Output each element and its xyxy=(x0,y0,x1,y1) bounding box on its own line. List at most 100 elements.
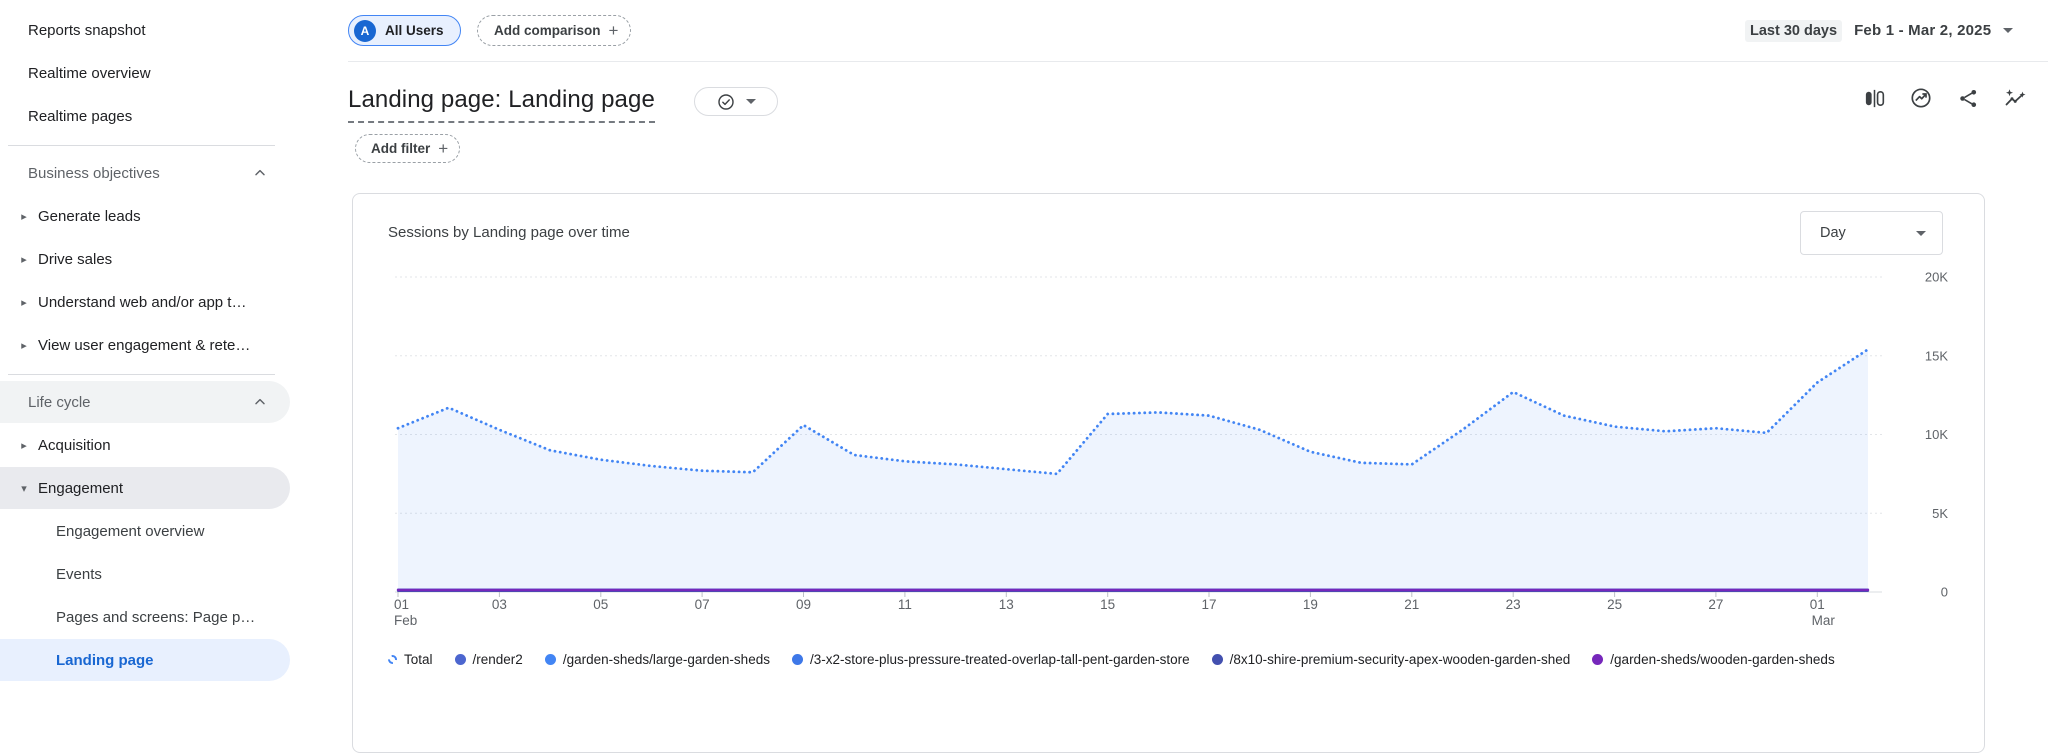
arrow-right-icon[interactable]: ▸ xyxy=(21,439,27,452)
sidebar-item-label: Engagement xyxy=(38,479,124,497)
legend-dot-icon xyxy=(1211,654,1223,665)
legend-item-total[interactable]: Total xyxy=(388,652,433,667)
legend-item-garden-sheds-large-garden-sheds[interactable]: /garden-sheds/large-garden-sheds xyxy=(544,652,770,667)
sidebar-item-label: Reports snapshot xyxy=(28,21,146,39)
plus-icon: + xyxy=(608,21,619,40)
sidebar-item-acquisition[interactable]: ▸ Acquisition xyxy=(0,424,290,466)
x-axis-month-label: Mar xyxy=(1812,613,1836,628)
sidebar-item-engagement[interactable]: ▾ Engagement xyxy=(0,467,290,509)
x-axis-label: 05 xyxy=(593,597,608,612)
sidebar-item-events[interactable]: Events xyxy=(0,553,290,595)
add-comparison-button[interactable]: Add comparison + xyxy=(477,15,632,46)
x-axis-label: 03 xyxy=(492,597,507,612)
check-circle-icon xyxy=(718,93,734,110)
sidebar-item-realtime-overview[interactable]: Realtime overview xyxy=(0,52,290,94)
sidebar-item-label: Events xyxy=(56,565,102,583)
sidebar-item-label: Acquisition xyxy=(38,436,111,454)
sidebar-item-label: Drive sales xyxy=(38,250,113,268)
sidebar-item-view-user-engagement-rete[interactable]: ▸ View user engagement & rete… xyxy=(0,324,290,366)
sidebar-item-label: Understand web and/or app t… xyxy=(38,293,247,311)
sidebar-item-label: View user engagement & rete… xyxy=(38,336,251,354)
x-axis-label: 07 xyxy=(695,597,710,612)
legend-label: /garden-sheds/wooden-garden-sheds xyxy=(1610,652,1835,667)
report-toolbar xyxy=(1862,86,2027,110)
comparison-avatar: A xyxy=(354,19,376,42)
legend-label: /8x10-shire-premium-security-apex-wooden… xyxy=(1229,652,1571,667)
all-users-comparison-chip[interactable]: A All Users xyxy=(348,15,461,46)
header-divider xyxy=(348,61,2048,62)
x-axis-label: 09 xyxy=(796,597,811,612)
x-axis-label: 23 xyxy=(1506,597,1521,612)
y-axis-label: 10K xyxy=(1925,427,1948,442)
sidebar-item-drive-sales[interactable]: ▸ Drive sales xyxy=(0,238,290,280)
y-axis-label: 15K xyxy=(1925,348,1948,363)
sessions-chart-card xyxy=(352,193,1985,753)
insights-compass-icon[interactable] xyxy=(1909,86,1933,110)
chevron-down-icon xyxy=(2003,28,2014,33)
legend-item-garden-sheds-wooden-garden-sheds[interactable]: /garden-sheds/wooden-garden-sheds xyxy=(1592,652,1835,667)
y-axis-label: 5K xyxy=(1932,506,1948,521)
sidebar-item-generate-leads[interactable]: ▸ Generate leads xyxy=(0,195,290,237)
legend-item-render2[interactable]: /render2 xyxy=(454,652,523,667)
x-axis-label: 15 xyxy=(1100,597,1115,612)
arrow-right-icon[interactable]: ▸ xyxy=(21,210,27,223)
granularity-value: Day xyxy=(1820,225,1846,241)
all-users-label: All Users xyxy=(385,23,444,38)
sidebar-item-label: Engagement overview xyxy=(56,522,205,540)
granularity-dropdown[interactable]: Day xyxy=(1800,211,1943,255)
add-filter-button[interactable]: Add filter + xyxy=(355,134,461,163)
series-line-total xyxy=(396,348,1870,476)
arrow-right-icon[interactable]: ▸ xyxy=(21,253,27,266)
legend-dot-icon xyxy=(1592,654,1604,665)
sidebar-item-label: Generate leads xyxy=(38,207,141,225)
legend-label: /3-x2-store-plus-pressure-treated-overla… xyxy=(809,652,1190,667)
date-range-text: Feb 1 - Mar 2, 2025 xyxy=(1854,22,1992,39)
share-icon[interactable] xyxy=(1956,86,1980,110)
x-axis-label: 01 xyxy=(394,597,409,612)
sidebar-item-business-objectives[interactable]: Business objectives xyxy=(0,152,290,194)
arrow-down-icon[interactable]: ▾ xyxy=(21,482,27,495)
total-area-fill xyxy=(398,349,1868,592)
sidebar-item-reports-snapshot[interactable]: Reports snapshot xyxy=(0,9,290,51)
sidebar-item-pages-and-screens-page-p[interactable]: Pages and screens: Page p… xyxy=(0,596,290,638)
arrow-right-icon[interactable]: ▸ xyxy=(21,339,27,352)
x-axis-month-label: Feb xyxy=(394,613,417,628)
legend-dotted-ring-icon xyxy=(388,655,397,664)
x-axis-label: 27 xyxy=(1708,597,1723,612)
date-range-selector[interactable]: Last 30 days Feb 1 - Mar 2, 2025 xyxy=(1745,15,2014,46)
sidebar-item-realtime-pages[interactable]: Realtime pages xyxy=(0,95,290,137)
legend-dot-icon xyxy=(454,654,466,665)
chart-legend: Total/render2/garden-sheds/large-garden-… xyxy=(388,652,1835,667)
sidebar-item-label: Realtime overview xyxy=(28,64,151,82)
report-status-menu[interactable] xyxy=(694,87,778,116)
legend-dot-icon xyxy=(791,654,803,665)
chart-title: Sessions by Landing page over time xyxy=(388,224,630,241)
plus-icon: + xyxy=(438,139,449,158)
sidebar-divider xyxy=(8,374,275,375)
sidebar-item-understand-web-and-or-app-t[interactable]: ▸ Understand web and/or app t… xyxy=(0,281,290,323)
legend-item-8x10-shire-premium-security-apex-wooden-[interactable]: /8x10-shire-premium-security-apex-wooden… xyxy=(1211,652,1571,667)
legend-label: Total xyxy=(404,652,433,667)
comparison-columns-icon[interactable] xyxy=(1862,86,1886,110)
chevron-up-icon[interactable] xyxy=(252,394,268,410)
sidebar-item-life-cycle[interactable]: Life cycle xyxy=(0,381,290,423)
x-axis-label: 17 xyxy=(1201,597,1216,612)
sidebar-item-label: Life cycle xyxy=(28,393,91,411)
spark-insights-icon[interactable] xyxy=(2003,86,2027,110)
legend-item-3-x2-store-plus-pressure-treated-overlap[interactable]: /3-x2-store-plus-pressure-treated-overla… xyxy=(791,652,1190,667)
sidebar-item-engagement-overview[interactable]: Engagement overview xyxy=(0,510,290,552)
page-title: Landing page: Landing page xyxy=(348,86,655,123)
date-preset-label: Last 30 days xyxy=(1745,19,1843,42)
chevron-up-icon[interactable] xyxy=(252,165,268,181)
sidebar-item-label: Landing page xyxy=(56,651,154,669)
sidebar-item-label: Realtime pages xyxy=(28,107,133,125)
x-axis-label: 13 xyxy=(999,597,1014,612)
add-comparison-label: Add comparison xyxy=(494,23,601,38)
chevron-down-icon xyxy=(746,99,756,104)
x-axis-label: 25 xyxy=(1607,597,1622,612)
x-axis-label: 11 xyxy=(898,597,912,612)
legend-dot-icon xyxy=(544,654,556,665)
arrow-right-icon[interactable]: ▸ xyxy=(21,296,27,309)
sidebar-item-landing-page[interactable]: Landing page xyxy=(0,639,290,681)
legend-label: /render2 xyxy=(472,652,523,667)
